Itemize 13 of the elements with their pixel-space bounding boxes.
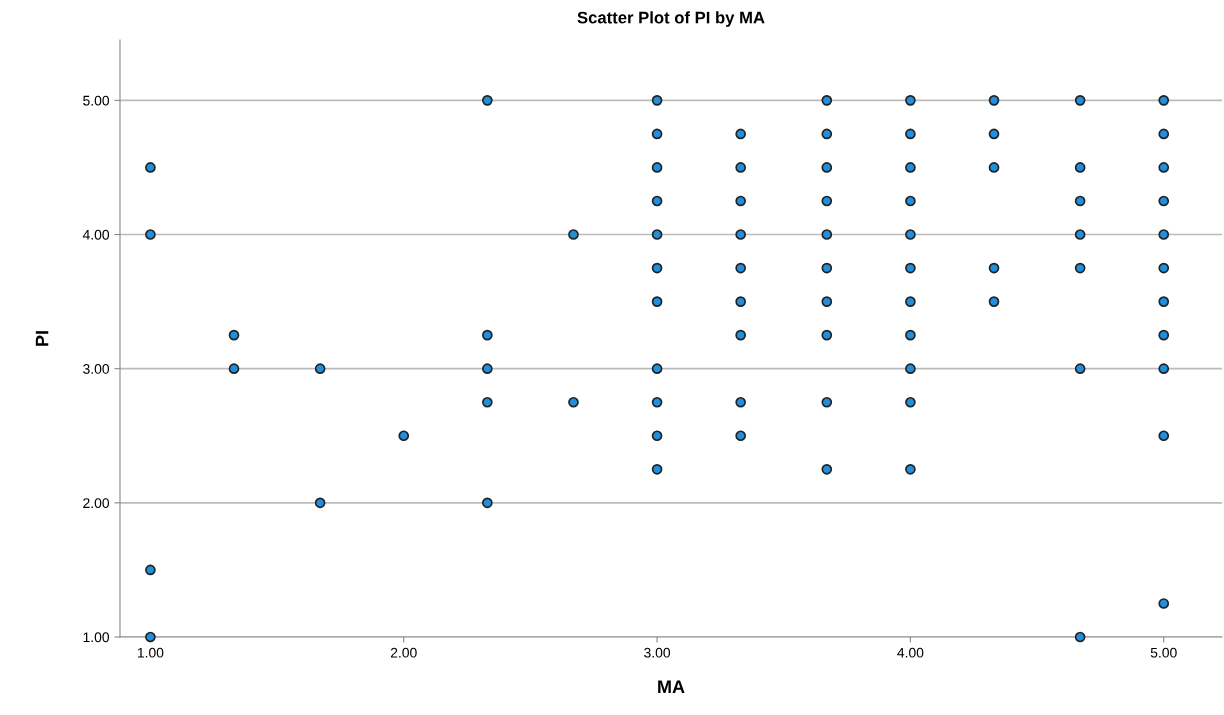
y-axis-title: PI [35,331,49,346]
x-tick-label: 1.00 [137,647,164,658]
y-tick-label: 1.00 [83,632,110,643]
y-tick-label: 5.00 [83,95,110,106]
y-tick-label: 3.00 [83,364,110,374]
chart-title: Scatter Plot of PI by MA [577,11,765,27]
x-axis-title: MA [658,680,685,693]
x-tick-label: 2.00 [390,647,417,658]
x-tick-label: 4.00 [897,647,924,658]
x-tick-label: 3.00 [644,647,671,658]
y-tick-label: 2.00 [83,498,110,509]
y-tick-label: 4.00 [82,229,110,240]
x-tick-label: 5.00 [1150,647,1177,658]
